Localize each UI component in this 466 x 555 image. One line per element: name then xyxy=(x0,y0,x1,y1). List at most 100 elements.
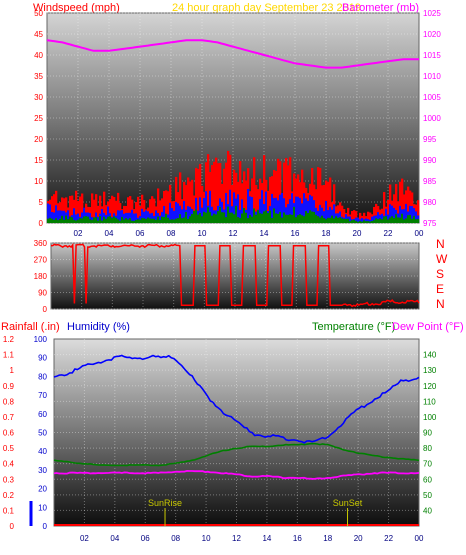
wind-avg-bar xyxy=(369,219,372,223)
y-tick-right: 990 xyxy=(423,156,437,165)
wind-avg-bar xyxy=(89,213,92,223)
wind-low-bar xyxy=(381,219,384,223)
wind-avg-bar xyxy=(97,216,100,223)
wind-bar xyxy=(135,202,138,223)
rain-y-tick: 0.8 xyxy=(3,397,15,406)
wind-avg-bar xyxy=(47,203,50,223)
wind-bar xyxy=(65,197,68,223)
wind-low-bar xyxy=(95,217,98,223)
wind-low-bar xyxy=(143,218,146,223)
wind-low-bar xyxy=(255,214,258,223)
panel-temp-marks: SunRise SunSet xyxy=(29,354,420,526)
panel-temp-hum xyxy=(53,338,420,527)
y-tick-left: 0 xyxy=(39,219,44,228)
wind-low-bar xyxy=(289,214,292,223)
wind-avg-bar xyxy=(355,217,358,223)
wind-low-bar xyxy=(249,214,252,223)
hum-y-tick: 100 xyxy=(34,335,48,344)
wind-bar xyxy=(245,180,248,223)
wind-avg-bar xyxy=(203,198,206,223)
wind-avg-bar xyxy=(275,197,278,223)
wind-bar xyxy=(383,192,386,223)
wind-low-bar xyxy=(205,212,208,223)
wind-low-bar xyxy=(187,218,190,223)
wind-low-bar xyxy=(223,212,226,223)
wind-bar xyxy=(97,205,100,223)
wind-low-bar xyxy=(287,214,290,223)
x-tick: 10 xyxy=(198,229,207,238)
wind-bar xyxy=(243,171,246,223)
wind-bar xyxy=(389,184,392,223)
wind-low-bar xyxy=(315,214,318,223)
temperature-title: Temperature (°F) xyxy=(312,321,395,333)
wind-avg-bar xyxy=(131,209,134,223)
x-tick: 20 xyxy=(353,229,362,238)
wind-bar xyxy=(401,178,404,223)
wind-low-bar xyxy=(87,216,90,223)
hum-y-tick: 80 xyxy=(38,372,47,381)
x-tick: 22 xyxy=(384,534,393,543)
wind-bar xyxy=(211,165,214,223)
wind-bar xyxy=(353,210,356,223)
rain-y-tick: 1 xyxy=(10,366,15,375)
wind-avg-bar xyxy=(279,194,282,223)
wind-avg-bar xyxy=(209,190,212,223)
wind-bar xyxy=(75,190,78,223)
wind-low-bar xyxy=(303,216,306,223)
wind-low-bar xyxy=(261,213,264,223)
wind-bar xyxy=(275,171,278,223)
wind-low-bar xyxy=(137,219,140,223)
wind-bar xyxy=(111,195,114,223)
wind-bar xyxy=(141,194,144,223)
wind-low-bar xyxy=(115,217,118,223)
wind-low-bar xyxy=(159,219,162,223)
rain-y-tick: 1.1 xyxy=(3,351,15,360)
wind-low-bar xyxy=(387,219,390,223)
wind-low-bar xyxy=(139,219,142,223)
wind-avg-bar xyxy=(199,197,202,223)
wind-low-bar xyxy=(347,218,350,223)
y-tick-right: 1025 xyxy=(423,9,441,18)
wind-avg-bar xyxy=(239,209,242,223)
wind-low-bar xyxy=(277,213,280,223)
wind-low-bar xyxy=(175,218,178,223)
wind-bar xyxy=(283,162,286,223)
wind-bar xyxy=(213,161,216,223)
wind-bar xyxy=(139,206,142,223)
wind-bar xyxy=(143,200,146,223)
wind-low-bar xyxy=(169,219,172,223)
wind-low-bar xyxy=(311,211,314,223)
wind-low-bar xyxy=(177,218,180,223)
wind-bar xyxy=(223,168,226,223)
wind-low-bar xyxy=(401,213,404,223)
wind-avg-bar xyxy=(55,205,58,223)
wind-bar xyxy=(189,181,192,223)
y-tick-right: 1020 xyxy=(423,30,441,39)
wind-bar xyxy=(267,190,270,223)
dir-y-tick: 180 xyxy=(34,272,48,281)
wind-low-bar xyxy=(199,212,202,223)
hum-y-tick: 40 xyxy=(38,447,47,456)
wind-low-bar xyxy=(233,214,236,223)
wind-low-bar xyxy=(345,218,348,223)
rain-y-tick: 1.2 xyxy=(3,335,15,344)
rain-y-tick: 0.3 xyxy=(3,475,15,484)
wind-low-bar xyxy=(325,219,328,223)
wind-avg-bar xyxy=(361,218,364,223)
x-tick: 14 xyxy=(260,229,269,238)
wind-avg-bar xyxy=(319,204,322,223)
hum-y-tick: 20 xyxy=(38,485,47,494)
wind-avg-bar xyxy=(403,209,406,223)
wind-avg-bar xyxy=(143,211,146,223)
wind-avg-bar xyxy=(83,207,86,223)
wind-low-bar xyxy=(281,217,284,223)
wind-bar xyxy=(403,194,406,223)
wind-low-bar xyxy=(229,212,232,223)
wind-avg-bar xyxy=(77,213,80,223)
wind-low-bar xyxy=(89,219,92,223)
wind-bar xyxy=(187,177,190,223)
wind-bar xyxy=(343,209,346,223)
wind-low-bar xyxy=(105,218,108,223)
